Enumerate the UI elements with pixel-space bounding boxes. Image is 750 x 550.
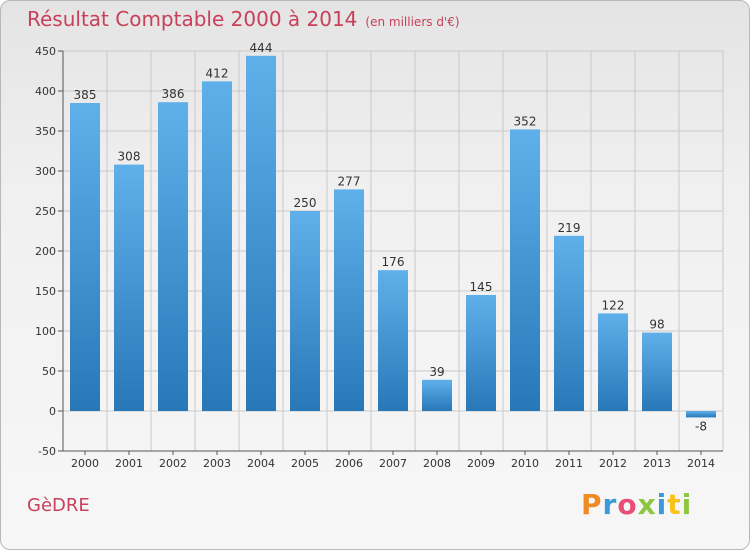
x-tick-label: 2013 <box>643 457 671 470</box>
bar-2002 <box>158 102 188 411</box>
logo-letter: x <box>637 488 657 521</box>
logo-letter: o <box>617 488 638 521</box>
logo-letter: t <box>667 488 682 521</box>
y-tick-label: 250 <box>35 205 56 218</box>
value-label-2006: 277 <box>338 174 361 188</box>
logo-letter: i <box>656 488 668 521</box>
value-label-2012: 122 <box>602 298 625 312</box>
value-label-2010: 352 <box>514 114 537 128</box>
y-tick-label: 300 <box>35 165 56 178</box>
value-label-2013: 98 <box>649 318 664 332</box>
logo-letter: r <box>602 488 618 521</box>
value-label-2000: 385 <box>74 88 97 102</box>
bar-2008 <box>422 379 452 411</box>
x-tick-label: 2003 <box>203 457 231 470</box>
bar-2000 <box>70 103 100 411</box>
value-label-2001: 308 <box>118 150 141 164</box>
value-label-2008: 39 <box>429 365 444 379</box>
logo-letter: i <box>681 488 693 521</box>
bar-2003 <box>202 81 232 412</box>
y-tick-label: 100 <box>35 325 56 338</box>
y-tick-label: 200 <box>35 245 56 258</box>
value-label-2002: 386 <box>162 87 185 101</box>
value-label-2003: 412 <box>206 66 229 80</box>
axes: -50 0 50 100 150 200 250 300 350 400 450 2000 2001 20… <box>35 45 723 470</box>
bar-2014 <box>686 411 716 418</box>
x-tick-label: 2014 <box>687 457 715 470</box>
y-tick-label: 0 <box>49 405 56 418</box>
x-tick-label: 2001 <box>115 457 143 470</box>
y-tick-label: 350 <box>35 125 56 138</box>
title-unit: (en milliers d'€) <box>365 15 460 29</box>
bar-2006 <box>334 189 364 411</box>
bar-2007 <box>378 270 408 411</box>
x-tick-label: 2007 <box>379 457 407 470</box>
bar-2001 <box>114 164 144 411</box>
y-tick-label: 150 <box>35 285 56 298</box>
y-tick-label: 400 <box>35 85 56 98</box>
value-label-2014: -8 <box>695 419 707 433</box>
commune-name: GèDRE <box>27 495 90 516</box>
x-tick-label: 2008 <box>423 457 451 470</box>
value-label-2007: 176 <box>382 255 405 269</box>
x-tick-label: 2005 <box>291 457 319 470</box>
logo-letter: P <box>581 488 603 521</box>
bar-2009 <box>466 295 496 411</box>
bar-2013 <box>642 332 672 411</box>
bar-2011 <box>554 235 584 411</box>
x-tick-label: 2004 <box>247 457 275 470</box>
bar-2004 <box>246 55 276 412</box>
y-tick-label: 50 <box>42 365 56 378</box>
x-tick-label: 2010 <box>511 457 539 470</box>
x-tick-label: 2011 <box>555 457 583 470</box>
bars <box>70 55 716 418</box>
x-tick-label: 2012 <box>599 457 627 470</box>
bar-2010 <box>510 129 540 411</box>
bar-2005 <box>290 211 320 411</box>
x-tick-label: 2000 <box>71 457 99 470</box>
title-text: Résultat Comptable 2000 à 2014 <box>27 7 358 31</box>
y-tick-label: -50 <box>38 445 56 458</box>
value-label-2004: 444 <box>250 41 273 55</box>
x-tick-label: 2006 <box>335 457 363 470</box>
x-tick-label: 2009 <box>467 457 495 470</box>
bar-2012 <box>598 313 628 411</box>
value-label-2009: 145 <box>470 280 493 294</box>
value-label-2011: 219 <box>558 221 581 235</box>
value-labels: 385 308 386 412 444 250 277 176 39 145 352 219 122 98… <box>74 41 707 434</box>
x-tick-label: 2002 <box>159 457 187 470</box>
value-label-2005: 250 <box>294 196 317 210</box>
chart-title: Résultat Comptable 2000 à 2014 (en millie… <box>27 7 460 31</box>
y-tick-label: 450 <box>35 45 56 58</box>
proxiti-logo: Proxiti <box>581 488 692 521</box>
